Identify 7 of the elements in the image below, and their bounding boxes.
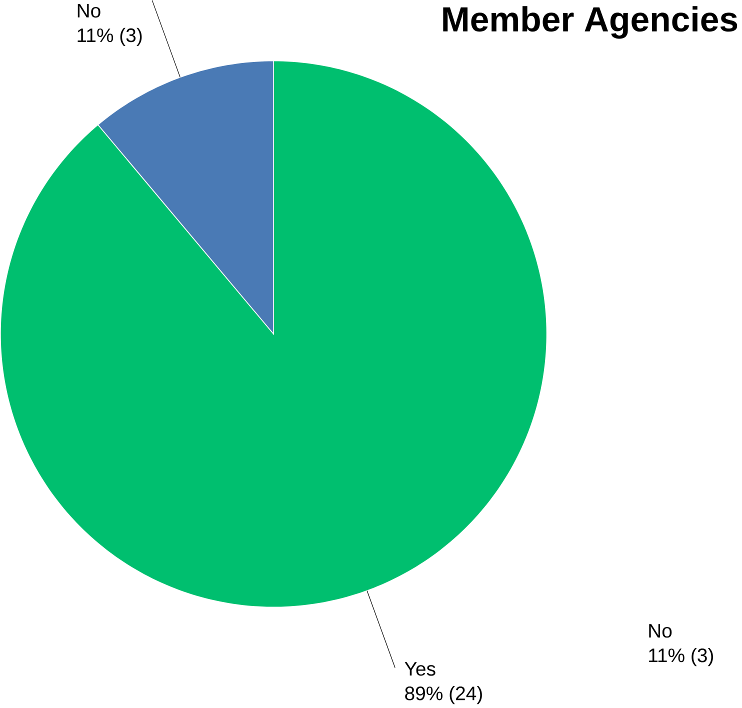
data-label: 11% (3) xyxy=(78,28,142,46)
slice-label: Yes xyxy=(404,662,436,676)
text: No xyxy=(649,624,672,638)
text: 11% (3) xyxy=(649,648,713,666)
data-label: 89% (24) xyxy=(405,686,482,704)
chart-title: Member Agencies xyxy=(443,6,738,39)
slice-label: No xyxy=(78,4,100,18)
